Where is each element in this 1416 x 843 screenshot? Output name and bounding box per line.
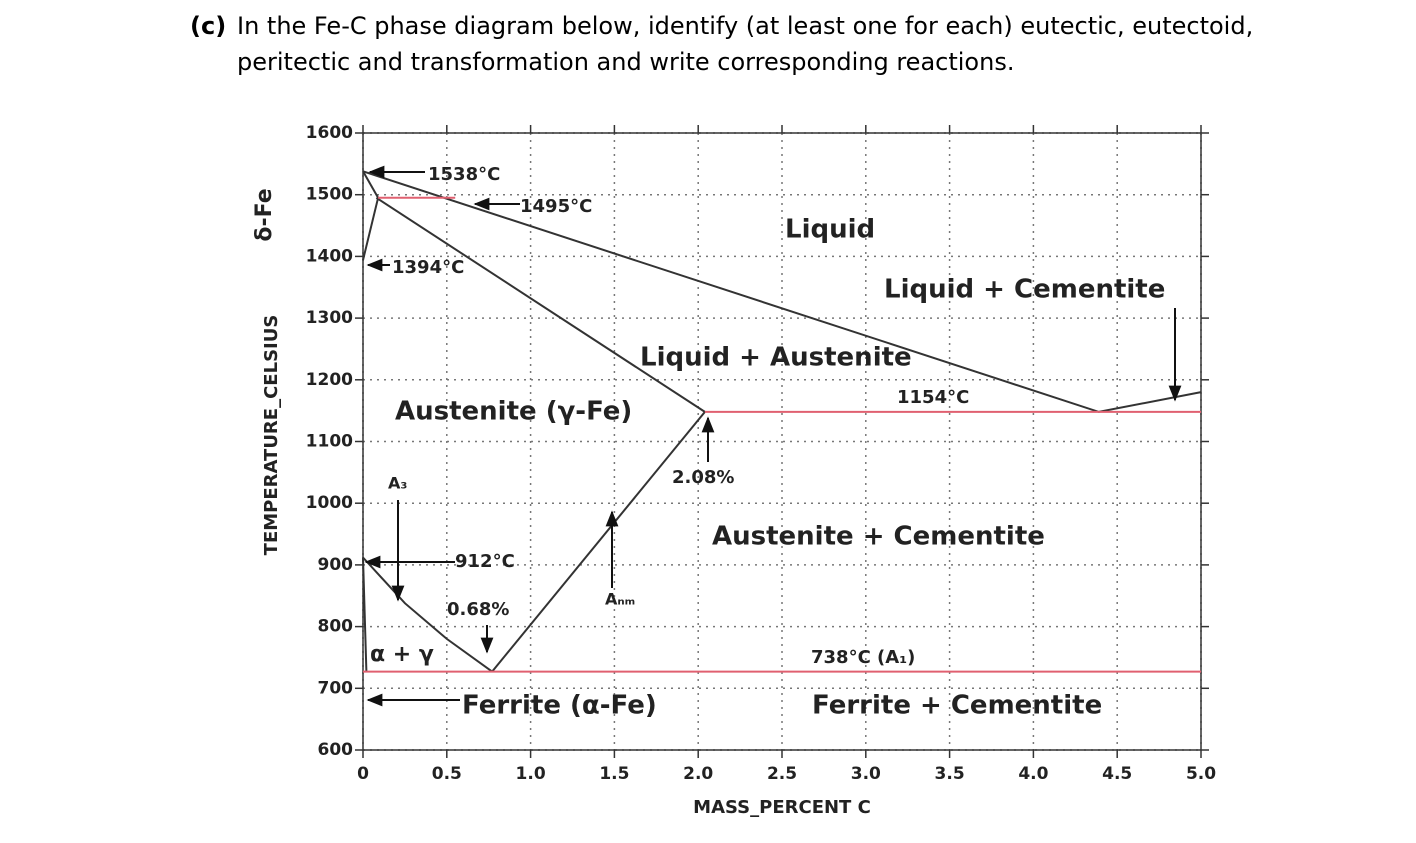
x-tick-label: 0 [357,764,369,784]
phase-boundary [362,556,493,673]
y-tick-label: 600 [318,740,354,760]
annotation: A₃ [388,474,407,493]
annotation: 1538°C [428,164,500,185]
y-tick-label: 1400 [306,246,353,266]
annotation: 1394°C [392,257,464,278]
x-tick-label: 3.5 [935,764,965,784]
x-tick-label: 5.0 [1186,764,1216,784]
annotation: Liquid [785,215,875,245]
annotation: 0.68% [447,599,509,620]
y-tick-label: 1000 [306,493,353,513]
phase-boundary [375,196,706,413]
x-tick-label: 2.5 [767,764,797,784]
x-tick-label: 0.5 [432,764,462,784]
annotation: 1495°C [520,196,592,217]
y-tick-label: 800 [318,617,354,637]
y-tick-label: 1500 [306,185,353,205]
phase-boundary [491,411,706,673]
x-tick-label: 4.5 [1102,764,1132,784]
annotation: 912°C [455,551,515,572]
annotation: 738°C (A₁) [811,647,915,668]
annotation: Aₙₘ [605,590,635,609]
x-tick-label: 4.0 [1018,764,1048,784]
annotation: Liquid + Cementite [884,275,1165,305]
annotation: α + γ [370,642,434,667]
annotation: 1154°C [897,387,969,408]
y-tick-label: 1600 [306,123,353,143]
phase-boundary [362,197,380,261]
annotation: Austenite + Cementite [712,522,1045,552]
y-tick-label: 1300 [306,308,353,328]
y-axis-label: TEMPERATURE_CELSIUS [261,315,282,556]
x-tick-label: 2.0 [683,764,713,784]
phase-boundary [362,170,379,199]
x-tick-label: 1.0 [516,764,546,784]
question-label: (c) [190,12,227,40]
annotation: Liquid + Austenite [640,343,912,373]
x-tick-label: 3.0 [851,764,881,784]
x-tick-label: 1.5 [599,764,629,784]
annotation: Ferrite (α-Fe) [462,691,657,721]
y-tick-label: 700 [318,678,354,698]
plot-frame [362,132,1202,751]
annotation: Austenite (γ-Fe) [395,397,632,427]
question-text: In the Fe-C phase diagram below, identif… [237,12,1254,76]
phase-boundary [362,557,368,672]
y-tick-label: 900 [318,555,354,575]
annotation: 2.08% [672,467,734,488]
y-tick-label: 1200 [306,370,353,390]
annotation: Ferrite + Cementite [812,691,1102,721]
side-label: δ-Fe [252,188,277,241]
x-axis-label: MASS_PERCENT C [693,797,871,818]
y-tick-label: 1100 [306,432,353,452]
question: (c) In the Fe-C phase diagram below, ide… [190,8,1370,80]
